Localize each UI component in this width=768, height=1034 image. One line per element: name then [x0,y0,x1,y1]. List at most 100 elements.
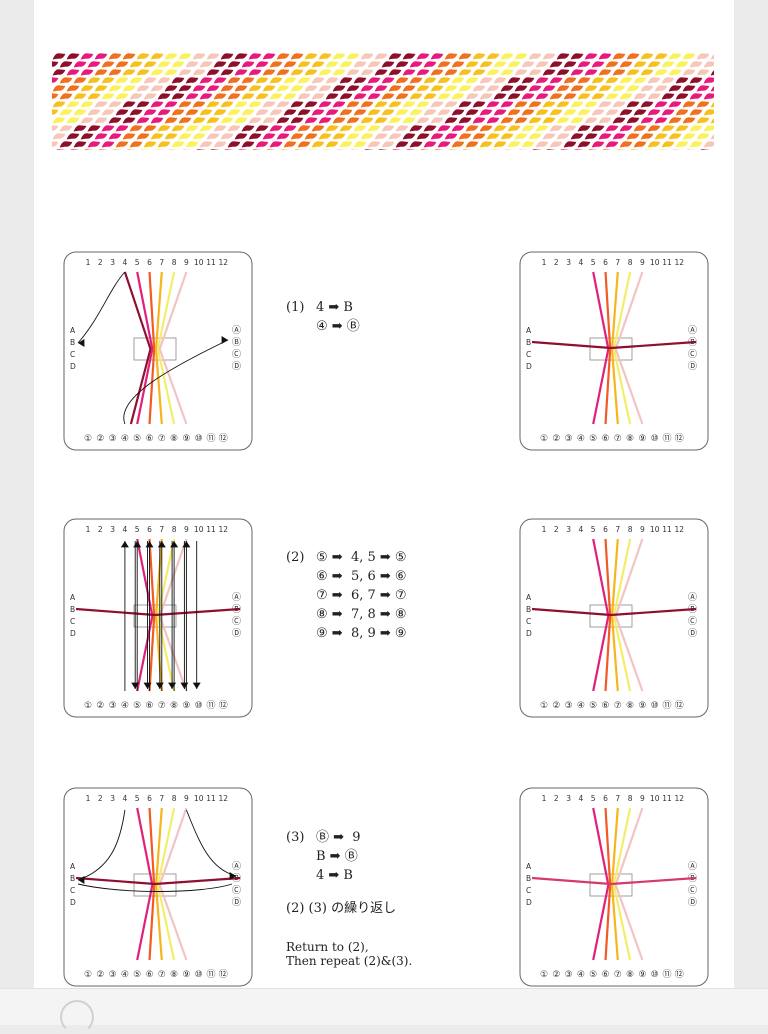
braid-stitch [464,140,480,149]
top-slot-number: 11 [662,794,672,803]
braid-stitch [275,116,291,125]
braid-stitch [100,92,116,101]
top-slot-number: 2 [554,794,559,803]
braid-stitch [597,52,613,61]
top-slot-number: 6 [603,258,608,267]
braid-stitch [359,132,375,141]
braid-stitch [702,108,714,117]
step3-line-1: Ⓑ ➡ 9 [316,830,361,845]
bottom-slot-number: ⑩ [651,434,659,444]
bottom-slot-number: ⑫ [219,433,228,444]
braid-stitch [282,124,298,133]
braid-stitch [121,100,137,109]
top-slot-number: 8 [628,258,633,267]
braid-stitch [499,100,515,109]
braid-stitch [408,92,424,101]
braid-stitch [156,124,172,133]
braid-stitch [450,108,466,117]
braid-pattern-image [52,52,714,150]
braid-stitch [58,124,74,133]
braid-stitch [184,140,200,149]
braid-stitch [506,140,522,149]
braid-stitch [198,108,214,117]
braid-stitch [261,68,277,77]
right-slot-letter: Ⓐ [688,325,697,336]
braid-stitch [237,148,249,150]
left-slot-letter: D [526,898,532,907]
move-arrow [123,339,229,425]
step3-label: (3) [286,830,305,845]
braid-stitch [702,124,714,133]
braid-stitch [646,76,662,85]
braid-stitch [205,84,221,93]
braid-stitch [618,124,634,133]
braid-stitch [107,116,123,125]
braid-stitch [513,68,529,77]
braid-stitch [275,100,291,109]
thread [612,271,632,425]
braid-stitch [226,108,242,117]
bottom-slot-number: ⑤ [133,701,141,711]
braid-stitch [660,92,676,101]
braid-stitch [618,140,634,149]
braid-stitch [380,124,396,133]
braid-stitch [702,140,714,149]
braid-stitch [604,76,620,85]
braid-stitch [548,76,564,85]
braid-stitch [681,52,697,61]
braid-stitch [597,84,613,93]
refresh-icon[interactable] [60,1000,94,1034]
top-slot-number: 10 [194,525,204,534]
braid-stitch [65,100,81,109]
braid-stitch [184,124,200,133]
braid-stitch [653,52,669,61]
braid-stitch [555,84,571,93]
top-slot-number: 3 [566,258,571,267]
step2-line-4: ⑧ ➡ 7, 8 ➡ ⑧ [316,607,407,622]
top-slot-number: 2 [98,258,103,267]
braid-stitch [436,124,452,133]
thread [614,271,644,425]
braid-stitch [167,148,179,150]
braid-stitch [55,148,67,150]
braid-stitch [548,124,564,133]
top-slot-number: 12 [219,258,229,267]
left-slot-letter: D [70,629,76,638]
braid-stitch [247,68,263,77]
braid-stitch [233,84,249,93]
braid-stitch [247,84,263,93]
braid-stitch [464,92,480,101]
bottom-slot-number: ⑪ [206,700,215,711]
braid-stitch [254,76,270,85]
braid-stitch [289,52,305,61]
braid-stitch [671,148,683,150]
braid-stitch [219,132,235,141]
right-slot-letter: Ⓓ [688,361,697,372]
arrow-head-icon [120,541,129,548]
bottom-slot-number: ⑧ [170,701,178,711]
top-slot-number: 7 [159,258,164,267]
braid-stitch [268,140,284,149]
braid-stitch [513,100,529,109]
braid-stitch [464,76,480,85]
bottom-slot-number: ⑧ [170,434,178,444]
bottom-slot-number: ⑥ [601,701,609,711]
bottom-slot-number: ① [540,434,548,444]
bottom-slot-number: ⑤ [589,970,597,980]
braid-stitch [457,84,473,93]
braid-stitch [338,124,354,133]
bottom-slot-number: ④ [577,434,585,444]
braid-stitch [86,124,102,133]
braid-stitch [317,100,333,109]
braid-stitch [107,100,123,109]
top-slot-number: 11 [662,525,672,534]
braid-stitch [527,132,543,141]
bottom-slot-number: ① [540,701,548,711]
braid-stitch [548,140,564,149]
braid-stitch [492,76,508,85]
bottom-slot-number: ⑥ [145,970,153,980]
bottom-slot-number: ⑦ [158,701,166,711]
braid-stitch [251,148,263,150]
loom-card-step1-before: 1 2 3 4 5 6 7 8 9 10 11 12 ① ② ③ ④ ⑤ ⑥ ⑦ ⑧ ⑨ ⑩ ⑪ ⑫ A B C D Ⓐ Ⓑ Ⓒ Ⓓ [60,248,256,454]
